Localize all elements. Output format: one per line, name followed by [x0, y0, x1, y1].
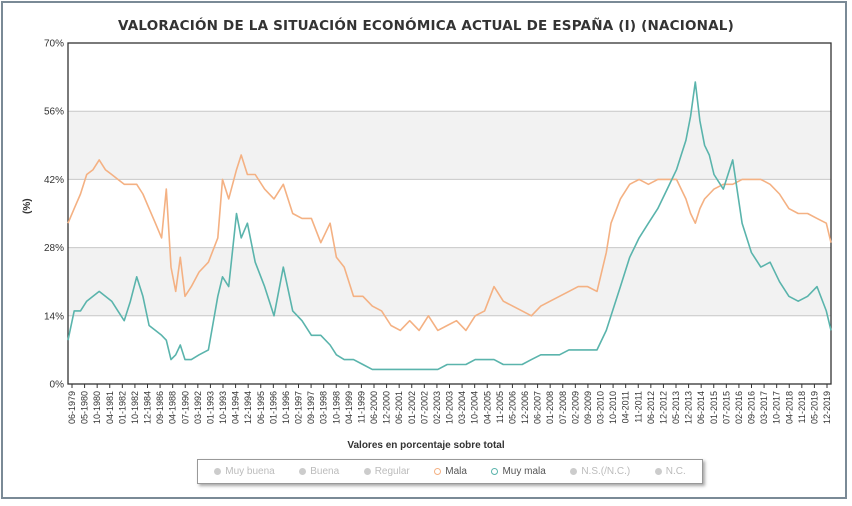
x-tick-label: 03-1998 [319, 391, 329, 424]
x-tick-label: 06-2014 [696, 391, 706, 424]
x-tick-label: 10-1980 [92, 391, 102, 424]
x-tick-label: 10-2010 [608, 391, 618, 424]
x-tick-label: 06-2007 [533, 391, 543, 424]
legend-item-muy-mala[interactable]: Muy mala [491, 466, 546, 477]
plot-band [68, 247, 831, 316]
x-tick-label: 02-2016 [734, 391, 744, 424]
x-tick-label: 01-1996 [268, 391, 278, 424]
legend-label: Muy buena [225, 466, 275, 477]
x-tick-label: 09-1997 [306, 391, 316, 424]
legend-item-regular[interactable]: Regular [363, 466, 410, 477]
legend-label: Buena [310, 466, 340, 477]
x-tick-label: 06-2012 [646, 391, 656, 424]
chart-legend: Muy buena Buena Regular Mala Muy mala N.S.(/N… [197, 459, 703, 484]
x-tick-label: 05-2006 [507, 391, 517, 424]
x-tick-label: 07-2008 [558, 391, 568, 424]
legend-label: Regular [374, 466, 410, 477]
x-tick-label: 02-1997 [294, 391, 304, 424]
x-tick-label: 12-2000 [382, 391, 392, 424]
legend-marker-icon [214, 468, 222, 475]
y-tick-label: 14% [44, 311, 64, 322]
x-tick-label: 11-2011 [633, 391, 643, 423]
x-tick-label: 09-1986 [155, 391, 165, 424]
x-tick-label: 10-1993 [218, 391, 228, 424]
x-tick-label: 10-2017 [772, 391, 782, 424]
x-tick-label: 05-2013 [671, 391, 681, 424]
x-tick-label: 07-1990 [180, 391, 190, 424]
legend-marker-icon [434, 468, 442, 475]
x-tick-label: 12-1984 [143, 391, 153, 424]
y-tick-label: 28% [44, 243, 64, 254]
x-tick-label: 11-2018 [797, 391, 807, 423]
x-tick-label: 05-1980 [80, 391, 90, 424]
x-tick-label: 02-2003 [432, 391, 442, 424]
x-tick-label: 12-2019 [822, 391, 832, 424]
x-tick-label: 01-2008 [545, 391, 555, 424]
y-tick-label: 70% [44, 39, 64, 50]
x-tick-label: 04-1981 [105, 391, 115, 424]
y-axis-label: (%) [22, 198, 33, 214]
x-tick-label: 01-1982 [117, 391, 127, 424]
x-tick-label: 10-1982 [130, 391, 140, 424]
plot-border [67, 42, 832, 385]
x-tick-label: 05-2019 [809, 391, 819, 424]
x-tick-label: 10-1996 [281, 391, 291, 424]
x-tick-label: 04-1999 [344, 391, 354, 424]
x-tick-label: 03-2017 [759, 391, 769, 424]
legend-label: N.S.(/N.C.) [581, 466, 631, 477]
x-tick-label: 02-2009 [570, 391, 580, 424]
x-tick-label: 06-2001 [394, 391, 404, 424]
legend-item-muy-buena[interactable]: Muy buena [214, 466, 275, 477]
chart-title: VALORACIÓN DE LA SITUACIÓN ECONÓMICA ACT… [118, 18, 734, 34]
x-tick-label: 12-2013 [684, 391, 694, 424]
series-line-mala [67, 154, 832, 332]
x-tick-label: 04-1994 [231, 391, 241, 424]
legend-item-buena[interactable]: Buena [299, 466, 339, 477]
x-tick-label: 06-1995 [256, 391, 266, 424]
legend-marker-icon [654, 468, 662, 475]
x-tick-label: 01-2015 [709, 391, 719, 424]
x-tick-label: 12-2006 [520, 391, 530, 424]
x-tick-label: 10-1998 [331, 391, 341, 424]
x-tick-label: 06-2000 [369, 391, 379, 424]
series-line-muy-mala [67, 81, 832, 371]
legend-marker-icon [570, 468, 578, 475]
x-tick-label: 10-2004 [470, 391, 480, 424]
legend-label: N.C. [665, 466, 686, 477]
x-tick-label: 03-2004 [457, 391, 467, 424]
plot-band [68, 111, 831, 180]
legend-label: Muy mala [502, 466, 546, 477]
x-tick-label: 06-1979 [67, 391, 77, 424]
x-tick-label: 03-1992 [193, 391, 203, 424]
x-tick-label: 11-1999 [356, 391, 366, 423]
x-tick-label: 07-2015 [721, 391, 731, 424]
legend-label: Mala [445, 466, 467, 477]
x-axis-label: Valores en porcentaje sobre total [347, 440, 505, 451]
x-tick-label: 12-1994 [243, 391, 253, 424]
x-tick-label: 01-2002 [407, 391, 417, 424]
x-tick-label: 01-1993 [205, 391, 215, 424]
x-tick-label: 11-2005 [495, 391, 505, 423]
y-tick-label: 42% [44, 175, 64, 186]
x-tick-label: 07-2002 [419, 391, 429, 424]
legend-marker-icon [299, 468, 307, 475]
x-tick-label: 09-2009 [583, 391, 593, 424]
x-tick-label: 04-2005 [482, 391, 492, 424]
y-tick-label: 0% [50, 380, 65, 391]
legend-marker-icon [363, 468, 371, 475]
x-tick-label: 09-2016 [747, 391, 757, 424]
x-tick-label: 10-2003 [445, 391, 455, 424]
y-tick-label: 56% [44, 107, 64, 118]
legend-item-n-c[interactable]: N.C. [654, 466, 686, 477]
legend-marker-icon [491, 468, 499, 475]
x-tick-label: 03-2010 [596, 391, 606, 424]
x-tick-label: 04-2011 [621, 391, 631, 423]
x-tick-label: 12-2012 [658, 391, 668, 424]
x-tick-label: 04-2018 [784, 391, 794, 424]
legend-item-mala[interactable]: Mala [434, 466, 467, 477]
legend-item-n-s-n-c[interactable]: N.S.(/N.C.) [570, 466, 630, 477]
x-tick-label: 04-1988 [168, 391, 178, 424]
